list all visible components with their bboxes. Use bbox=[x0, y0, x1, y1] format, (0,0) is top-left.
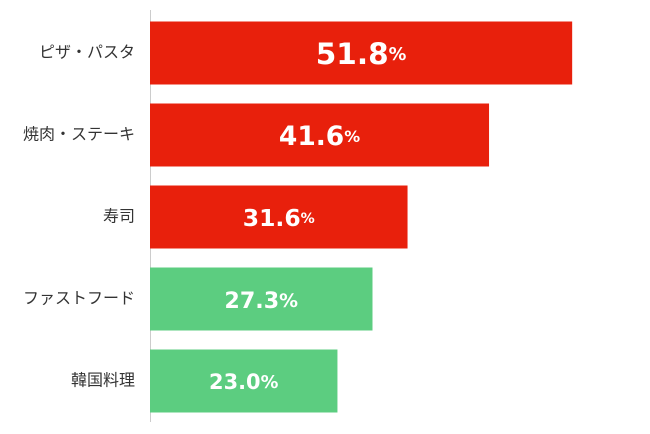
value-label: 23.0% bbox=[209, 370, 279, 394]
value-label: 51.8% bbox=[316, 37, 407, 71]
bar bbox=[150, 21, 573, 85]
category-label: ピザ・パスタ bbox=[39, 43, 135, 62]
bar bbox=[150, 267, 373, 331]
category-label: 韓国料理 bbox=[71, 371, 135, 390]
value-label: 31.6% bbox=[243, 204, 315, 232]
category-label: ファストフード bbox=[23, 289, 135, 308]
bar bbox=[150, 185, 408, 249]
bar bbox=[150, 103, 490, 167]
value-label: 41.6% bbox=[279, 121, 360, 152]
bar bbox=[150, 349, 338, 413]
category-label: 寿司 bbox=[103, 207, 135, 226]
value-label: 27.3% bbox=[224, 288, 298, 314]
category-label: 焼肉・ステーキ bbox=[23, 125, 135, 144]
